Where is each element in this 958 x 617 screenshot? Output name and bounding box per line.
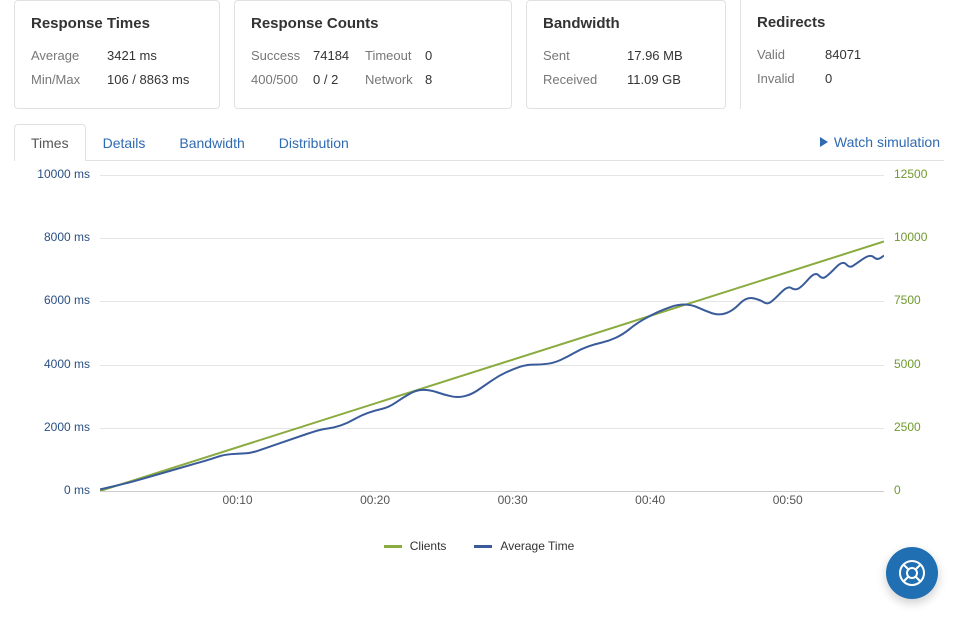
lifesaver-icon [897, 558, 927, 588]
x-tick-label: 00:40 [635, 493, 665, 507]
metric-value: 106 / 8863 ms [89, 68, 203, 92]
y-right-tick-label: 12500 [894, 167, 927, 181]
metric-label: Network [365, 68, 425, 92]
card-response-counts: Response Counts Success 74184 Timeout 0 … [234, 0, 512, 109]
metric-label: Min/Max [31, 68, 89, 92]
play-icon [820, 137, 828, 147]
metric-value: 84071 [807, 43, 902, 67]
y-right-tick-label: 0 [894, 483, 901, 497]
x-tick-label: 00:10 [223, 493, 253, 507]
metric-label: Valid [757, 43, 807, 67]
metric-value: 17.96 MB [609, 44, 709, 68]
legend-item-avg-time: Average Time [474, 539, 574, 553]
metric-label: Invalid [757, 67, 807, 91]
watch-simulation-label: Watch simulation [834, 134, 940, 150]
metric-value: 8 [425, 68, 447, 92]
times-chart: 0 ms2000 ms4000 ms6000 ms8000 ms10000 ms… [14, 175, 944, 535]
card-title: Response Times [31, 15, 203, 32]
metric-invalid: Invalid 0 [757, 67, 902, 91]
metric-label: 400/500 [251, 68, 313, 92]
metric-value: 0 / 2 [313, 68, 365, 92]
y-right-tick-label: 2500 [894, 420, 921, 434]
x-tick-label: 00:20 [360, 493, 390, 507]
y-right-tick-label: 7500 [894, 293, 921, 307]
x-axis: 00:10 00:20 00:30 00:40 00:50 [100, 493, 884, 513]
metric-label: Sent [543, 44, 609, 68]
y-left-tick-label: 10000 ms [37, 167, 90, 181]
y-left-tick-label: 2000 ms [44, 420, 90, 434]
legend-label: Clients [410, 539, 447, 553]
y-left-tick-label: 0 ms [64, 483, 90, 497]
tab-bandwidth[interactable]: Bandwidth [162, 124, 261, 161]
metric-value: 0 [425, 44, 447, 68]
legend-swatch [474, 545, 492, 548]
metric-minmax: Min/Max 106 / 8863 ms [31, 68, 203, 92]
metric-valid: Valid 84071 [757, 43, 902, 67]
legend-item-clients: Clients [384, 539, 447, 553]
card-title: Redirects [757, 14, 902, 31]
card-bandwidth: Bandwidth Sent 17.96 MB Received 11.09 G… [526, 0, 726, 109]
right-y-axis: 02500500075001000012500 [884, 175, 944, 491]
metric-label: Average [31, 44, 89, 68]
metric-label: Success [251, 44, 313, 68]
metric-value: 74184 [313, 44, 365, 68]
tab-distribution[interactable]: Distribution [262, 124, 366, 161]
watch-simulation-link[interactable]: Watch simulation [820, 134, 944, 150]
metric-value: 3421 ms [89, 44, 203, 68]
card-redirects: Redirects Valid 84071 Invalid 0 [740, 0, 918, 109]
tab-details[interactable]: Details [86, 124, 163, 161]
metric-label: Received [543, 68, 609, 92]
card-response-times: Response Times Average 3421 ms Min/Max 1… [14, 0, 220, 109]
card-title: Bandwidth [543, 15, 709, 32]
metric-value: 11.09 GB [609, 68, 709, 92]
y-right-tick-label: 10000 [894, 230, 927, 244]
tab-times[interactable]: Times [14, 124, 86, 161]
metric-average: Average 3421 ms [31, 44, 203, 68]
metric-sent: Sent 17.96 MB [543, 44, 709, 68]
metric-value: 0 [807, 67, 902, 91]
y-left-tick-label: 8000 ms [44, 230, 90, 244]
y-left-tick-label: 6000 ms [44, 293, 90, 307]
y-left-tick-label: 4000 ms [44, 357, 90, 371]
x-tick-label: 00:30 [498, 493, 528, 507]
plot-area [100, 175, 884, 491]
series-clients [100, 241, 884, 491]
x-tick-label: 00:50 [773, 493, 803, 507]
legend-label: Average Time [500, 539, 574, 553]
tabs: Times Details Bandwidth Distribution [14, 123, 366, 160]
chart-legend: Clients Average Time [14, 539, 944, 553]
metrics-cards-row: Response Times Average 3421 ms Min/Max 1… [14, 0, 944, 109]
metric-label: Timeout [365, 44, 425, 68]
legend-swatch [384, 545, 402, 548]
metric-received: Received 11.09 GB [543, 68, 709, 92]
tabs-row: Times Details Bandwidth Distribution Wat… [14, 123, 944, 161]
left-y-axis: 0 ms2000 ms4000 ms6000 ms8000 ms10000 ms [14, 175, 100, 491]
card-title: Response Counts [251, 15, 495, 32]
help-fab[interactable] [886, 547, 938, 599]
y-right-tick-label: 5000 [894, 357, 921, 371]
